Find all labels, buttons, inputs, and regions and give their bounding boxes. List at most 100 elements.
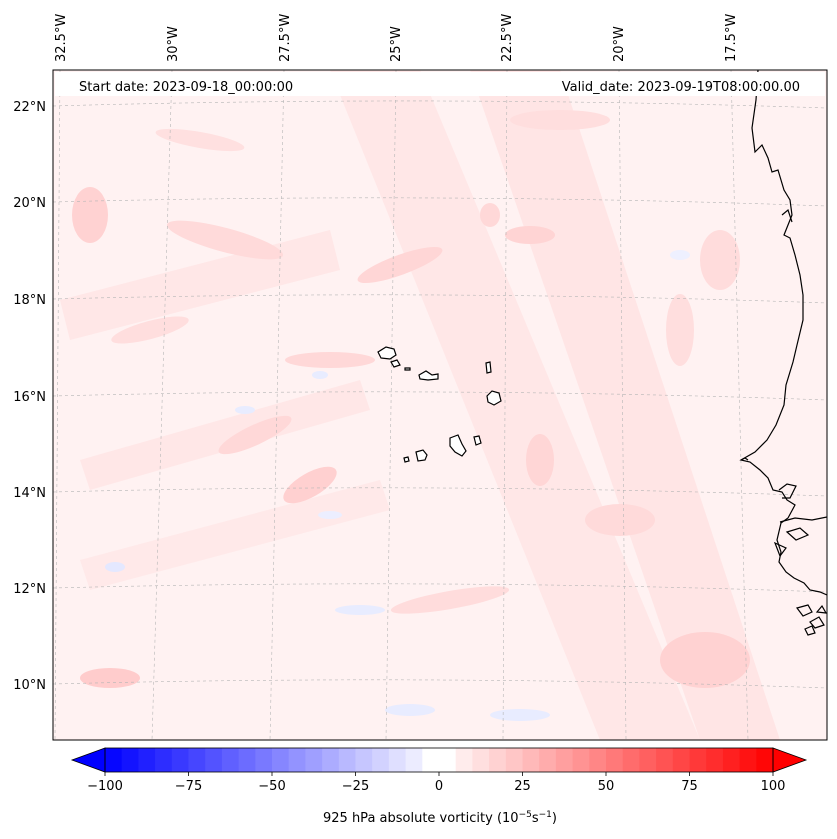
coastline-islands-south-3 (804, 625, 816, 636)
colorbar-swatch (455, 748, 473, 772)
longitude-labels: 32.5°W 30°W 27.5°W 25°W 22.5°W 20°W 17.5… (54, 14, 739, 62)
gridlines (53, 70, 827, 740)
island-santa-luzia (404, 367, 411, 371)
colorbar-tick-label: 50 (598, 779, 615, 794)
vorticity-field (60, 70, 780, 740)
colorbar-swatch (606, 748, 624, 772)
colorbar: −100 −75 −50 −25 0 25 50 75 100 925 hPa absolute… (70, 747, 808, 826)
lat-label-22n: 22°N (13, 100, 46, 115)
map-frame (52, 69, 828, 741)
lon-label-30w: 30°W (166, 26, 181, 62)
vorticity-blob (505, 226, 555, 244)
parallel-16n (53, 391, 827, 401)
colorbar-tick-label: 25 (514, 779, 531, 794)
colorbar-swatches (105, 748, 774, 772)
colorbar-swatch (489, 748, 507, 772)
island-brava (403, 456, 410, 463)
vorticity-blob-negative (318, 511, 342, 519)
colorbar-swatch (706, 748, 724, 772)
vorticity-blob (72, 187, 108, 243)
parallel-10n (53, 679, 827, 689)
vorticity-blob (80, 668, 140, 688)
start-date-label: Start date: 2023-09-18_00:00:00 (79, 80, 293, 95)
coastline-guinea-bissau (785, 527, 810, 541)
coastline-islands-south-1 (795, 604, 813, 617)
vorticity-blob (585, 504, 655, 536)
colorbar-swatch (255, 748, 273, 772)
colorbar-swatch (522, 748, 540, 772)
lat-label-16n: 16°N (13, 390, 46, 405)
colorbar-swatch (589, 748, 607, 772)
colorbar-swatch (388, 748, 407, 772)
colorbar-swatch (121, 748, 139, 772)
colorbar-swatch (572, 748, 590, 772)
island-santo-antao (377, 346, 397, 360)
colorbar-swatch (689, 748, 707, 772)
parallel-14n (53, 487, 827, 497)
colorbar-swatch (205, 748, 223, 772)
meridian-25w (385, 70, 397, 740)
vorticity-blob (285, 352, 375, 368)
colorbar-swatch (155, 748, 173, 772)
west-africa-coastline (739, 70, 827, 636)
island-fogo (415, 449, 428, 462)
parallel-22n (53, 100, 827, 109)
map-panel (53, 70, 827, 740)
meridian-32-5w (54, 70, 61, 740)
lat-label-14n: 14°N (13, 486, 46, 501)
vorticity-blob-negative (312, 371, 328, 379)
colorbar-swatch (338, 748, 357, 772)
parallel-20n (53, 197, 827, 207)
vorticity-blob (526, 434, 554, 486)
colorbar-swatch (105, 748, 123, 772)
colorbar-tick-label: 75 (681, 779, 698, 794)
colorbar-tick-label: −100 (87, 779, 123, 794)
colorbar-swatch (422, 748, 440, 772)
colorbar-swatch (405, 748, 423, 772)
vorticity-blob (111, 316, 189, 344)
vorticity-blob-negative (335, 605, 385, 615)
lon-label-25w: 25°W (389, 26, 404, 62)
vorticity-blob (480, 203, 500, 227)
island-santiago (449, 434, 467, 457)
meridian-20w (618, 70, 627, 740)
vorticity-blob (357, 246, 443, 284)
vorticity-blob-negative (670, 250, 690, 260)
colorbar-swatch (622, 748, 640, 772)
vorticity-blob-negative (490, 709, 550, 721)
colorbar-swatch (555, 748, 574, 772)
colorbar-swatch (472, 748, 490, 772)
header-box-bg (55, 72, 825, 96)
colorbar-tick-label: 0 (435, 779, 443, 794)
colorbar-tick-label: −75 (175, 779, 202, 794)
lon-label-17-5w: 17.5°W (724, 14, 739, 62)
lat-label-18n: 18°N (13, 293, 46, 308)
lon-label-27-5w: 27.5°W (278, 14, 293, 62)
lat-label-10n: 10°N (13, 678, 46, 693)
colorbar-swatch (322, 748, 340, 772)
vorticity-blob-negative (235, 406, 255, 414)
lat-label-12n: 12°N (13, 582, 46, 597)
meridian-22-5w (502, 70, 508, 740)
colorbar-swatch (505, 748, 524, 772)
vorticity-band (330, 70, 700, 740)
meridian-30w (151, 70, 173, 740)
vorticity-blob (660, 632, 750, 688)
colorbar-swatch (238, 748, 256, 772)
colorbar-swatch (539, 748, 557, 772)
colorbar-tick-label: 100 (761, 779, 786, 794)
colorbar-swatch (355, 748, 373, 772)
island-sao-vicente (390, 359, 401, 368)
cape-verde-islands (377, 346, 502, 463)
vorticity-blob (700, 230, 740, 290)
coastline-islands-south-2 (809, 616, 825, 629)
colorbar-swatch (188, 748, 206, 772)
colorbar-swatch (722, 748, 741, 772)
lon-label-32-5w: 32.5°W (54, 14, 69, 62)
coastline-dakhla-bay (781, 208, 793, 223)
colorbar-tick-label: −50 (258, 779, 285, 794)
vorticity-band (80, 380, 370, 490)
coastline-islands-south-4 (815, 604, 827, 614)
latitude-labels: 22°N 20°N 18°N 16°N 14°N 12°N 10°N (13, 100, 46, 693)
